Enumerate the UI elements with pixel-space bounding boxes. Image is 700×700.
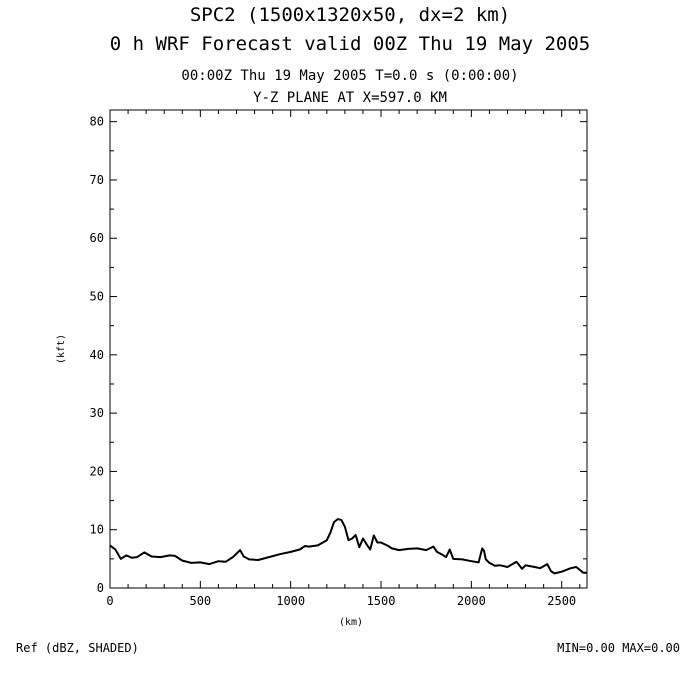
- field-label: Ref (dBZ, SHADED): [16, 641, 139, 655]
- y-tick-label: 20: [90, 464, 104, 478]
- y-tick-label: 10: [90, 523, 104, 537]
- series-group: [109, 518, 587, 575]
- y-tick-label: 80: [90, 115, 104, 129]
- minmax-label: MIN=0.00 MAX=0.00: [557, 641, 680, 655]
- y-axis-label: (kft): [56, 334, 67, 364]
- y-tick-label: 70: [90, 173, 104, 187]
- y-tick-label: 30: [90, 406, 104, 420]
- x-tick-label: 1000: [276, 594, 305, 608]
- time-label: 00:00Z Thu 19 May 2005 T=0.0 s (0:00:00): [181, 68, 519, 84]
- plane-label: Y-Z PLANE AT X=597.0 KM: [253, 90, 447, 106]
- y-tick-label: 40: [90, 348, 104, 362]
- tick-labels: 0 10 20 30 40 50 60 70 80 0 500 1000 1500 2000 2500: [90, 115, 577, 608]
- x-tick-label: 500: [189, 594, 211, 608]
- x-tick-label: 2500: [547, 594, 576, 608]
- series-line: [109, 518, 587, 575]
- y-tick-label: 0: [97, 581, 104, 595]
- x-tick-label: 1500: [367, 594, 396, 608]
- chart-title: SPC2 (1500x1320x50, dx=2 km): [189, 4, 511, 26]
- x-tick-label: 2000: [457, 594, 486, 608]
- x-tick-label: 0: [106, 594, 113, 608]
- x-axis-label: (km): [339, 617, 363, 628]
- y-tick-label: 60: [90, 231, 104, 245]
- chart-subtitle: 0 h WRF Forecast valid 00Z Thu 19 May 20…: [109, 33, 591, 55]
- axis-ticks: [109, 110, 587, 589]
- y-tick-label: 50: [90, 290, 104, 304]
- plot-frame: [109, 109, 588, 589]
